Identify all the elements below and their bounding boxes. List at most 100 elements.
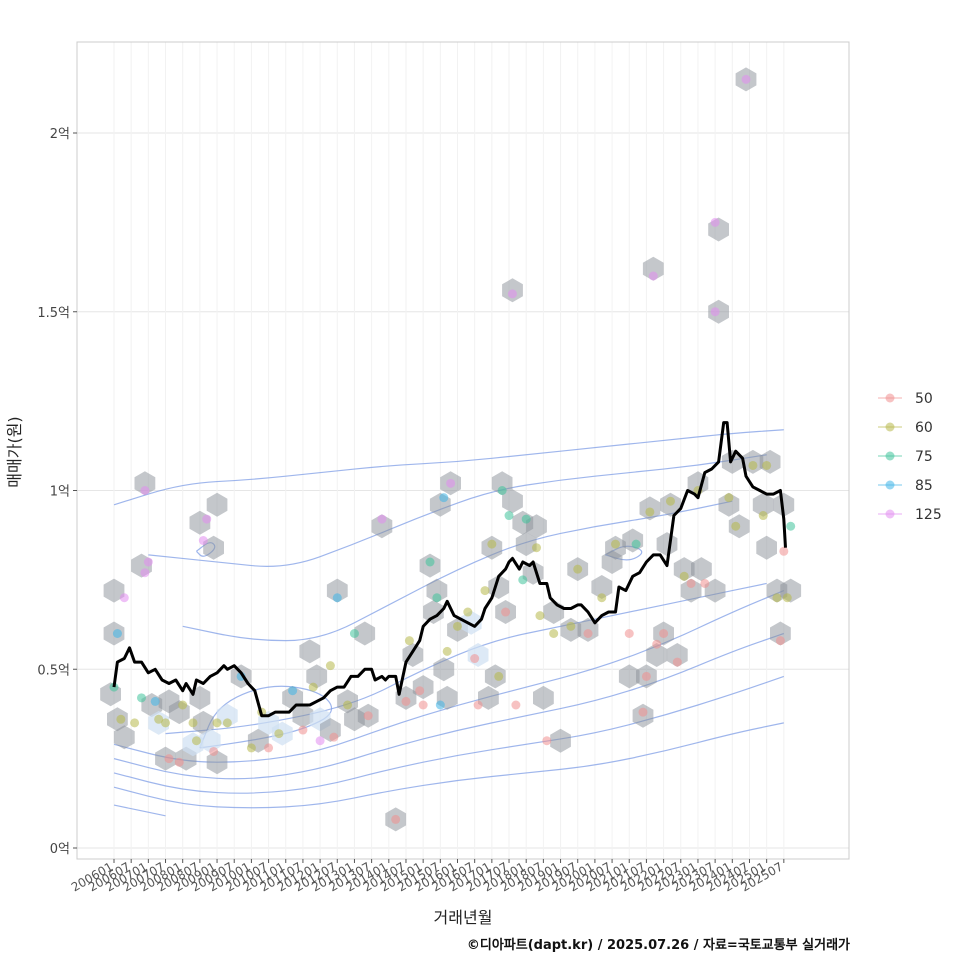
y-tick-label: 1억 (50, 485, 70, 500)
data-point (521, 514, 531, 524)
data-point (329, 732, 339, 742)
data-point (542, 736, 552, 746)
data-point (782, 593, 792, 603)
data-point (480, 586, 490, 596)
data-point (109, 682, 119, 692)
data-point (274, 729, 284, 739)
hexbin-cell (491, 471, 513, 496)
data-point (762, 460, 772, 470)
data-point (161, 718, 171, 728)
data-point (724, 493, 734, 503)
hexbin-cell (770, 621, 791, 646)
data-point (391, 814, 401, 824)
data-point (404, 636, 414, 646)
data-point (775, 636, 785, 646)
hexbin-cell (134, 471, 156, 496)
data-point (507, 289, 517, 299)
data-point (665, 496, 675, 506)
data-point (343, 700, 353, 710)
data-point (191, 736, 201, 746)
data-point (425, 557, 435, 567)
hexbin-cell (371, 514, 393, 539)
hexbin-cell (433, 657, 455, 682)
data-point (772, 593, 782, 603)
data-point (119, 593, 129, 603)
data-point (631, 539, 641, 549)
data-point (222, 718, 232, 728)
data-point (741, 74, 751, 84)
legend-label: 60 (915, 420, 933, 436)
data-point (641, 671, 651, 681)
data-point (535, 611, 545, 621)
data-point (154, 714, 164, 724)
x-axis-title: 거래년월 (434, 908, 493, 927)
scatter-points (109, 74, 796, 824)
data-point (611, 539, 621, 549)
data-point (418, 700, 428, 710)
hexbin-cell (550, 728, 571, 753)
data-point (501, 607, 511, 617)
data-point (700, 578, 710, 588)
y-tick-label: 0억 (50, 842, 70, 857)
y-tick-label: 0.5억 (37, 663, 70, 678)
data-point (198, 536, 208, 546)
hexbin-cell (718, 492, 740, 517)
data-point (140, 486, 150, 495)
data-point (150, 696, 160, 706)
data-point (174, 757, 184, 767)
data-point (504, 511, 514, 521)
density-contour (113, 804, 166, 817)
median-price-line (112, 421, 787, 718)
data-point (377, 514, 387, 524)
legend-key-point (885, 509, 895, 519)
data-point (686, 578, 696, 588)
legend-label: 50 (915, 391, 933, 407)
data-point (463, 607, 473, 617)
hexbin-cell (642, 256, 664, 281)
hexbin-cell (704, 578, 726, 603)
data-point (511, 700, 521, 710)
data-point (532, 543, 542, 553)
density-contour (113, 632, 785, 780)
data-point (315, 736, 325, 746)
legend: 50 60 75 85 125 (878, 391, 942, 523)
y-tick-label: 1.5억 (37, 306, 70, 321)
data-point (401, 696, 411, 706)
data-point (549, 629, 559, 638)
data-point (583, 629, 593, 638)
data-point (439, 493, 449, 503)
legend-label: 75 (915, 449, 933, 465)
legend-label: 85 (915, 478, 933, 494)
data-point (638, 707, 648, 717)
hexbin-cell (217, 703, 238, 728)
data-point (710, 307, 720, 317)
data-point (130, 718, 140, 728)
hexbin-cell (423, 600, 444, 624)
hexbin-cell (502, 489, 523, 514)
data-point (288, 686, 298, 696)
density-contour (113, 722, 784, 809)
data-point (212, 718, 222, 728)
data-point (116, 714, 126, 724)
legend-key-point (885, 451, 895, 461)
hexbin-cell (299, 639, 321, 664)
plot-panel-border (76, 41, 850, 860)
y-tick-label: 2억 (50, 127, 70, 142)
data-point (143, 557, 153, 567)
data-point (497, 486, 507, 495)
density-contour (165, 582, 767, 735)
data-point (112, 629, 122, 638)
hexbin-cell (773, 492, 795, 517)
hexbin-cell (326, 578, 348, 603)
hexbin-cell (515, 532, 537, 557)
y-axis: 0억 0.5억 1억 1.5억 2억 (37, 127, 77, 857)
legend-key-point (885, 480, 895, 490)
data-point (679, 571, 689, 581)
hexbin-cell (526, 514, 547, 539)
data-point (786, 521, 796, 531)
data-point (202, 514, 212, 524)
data-point (566, 621, 576, 631)
hexbin-cell (103, 578, 125, 603)
data-point (648, 271, 658, 281)
